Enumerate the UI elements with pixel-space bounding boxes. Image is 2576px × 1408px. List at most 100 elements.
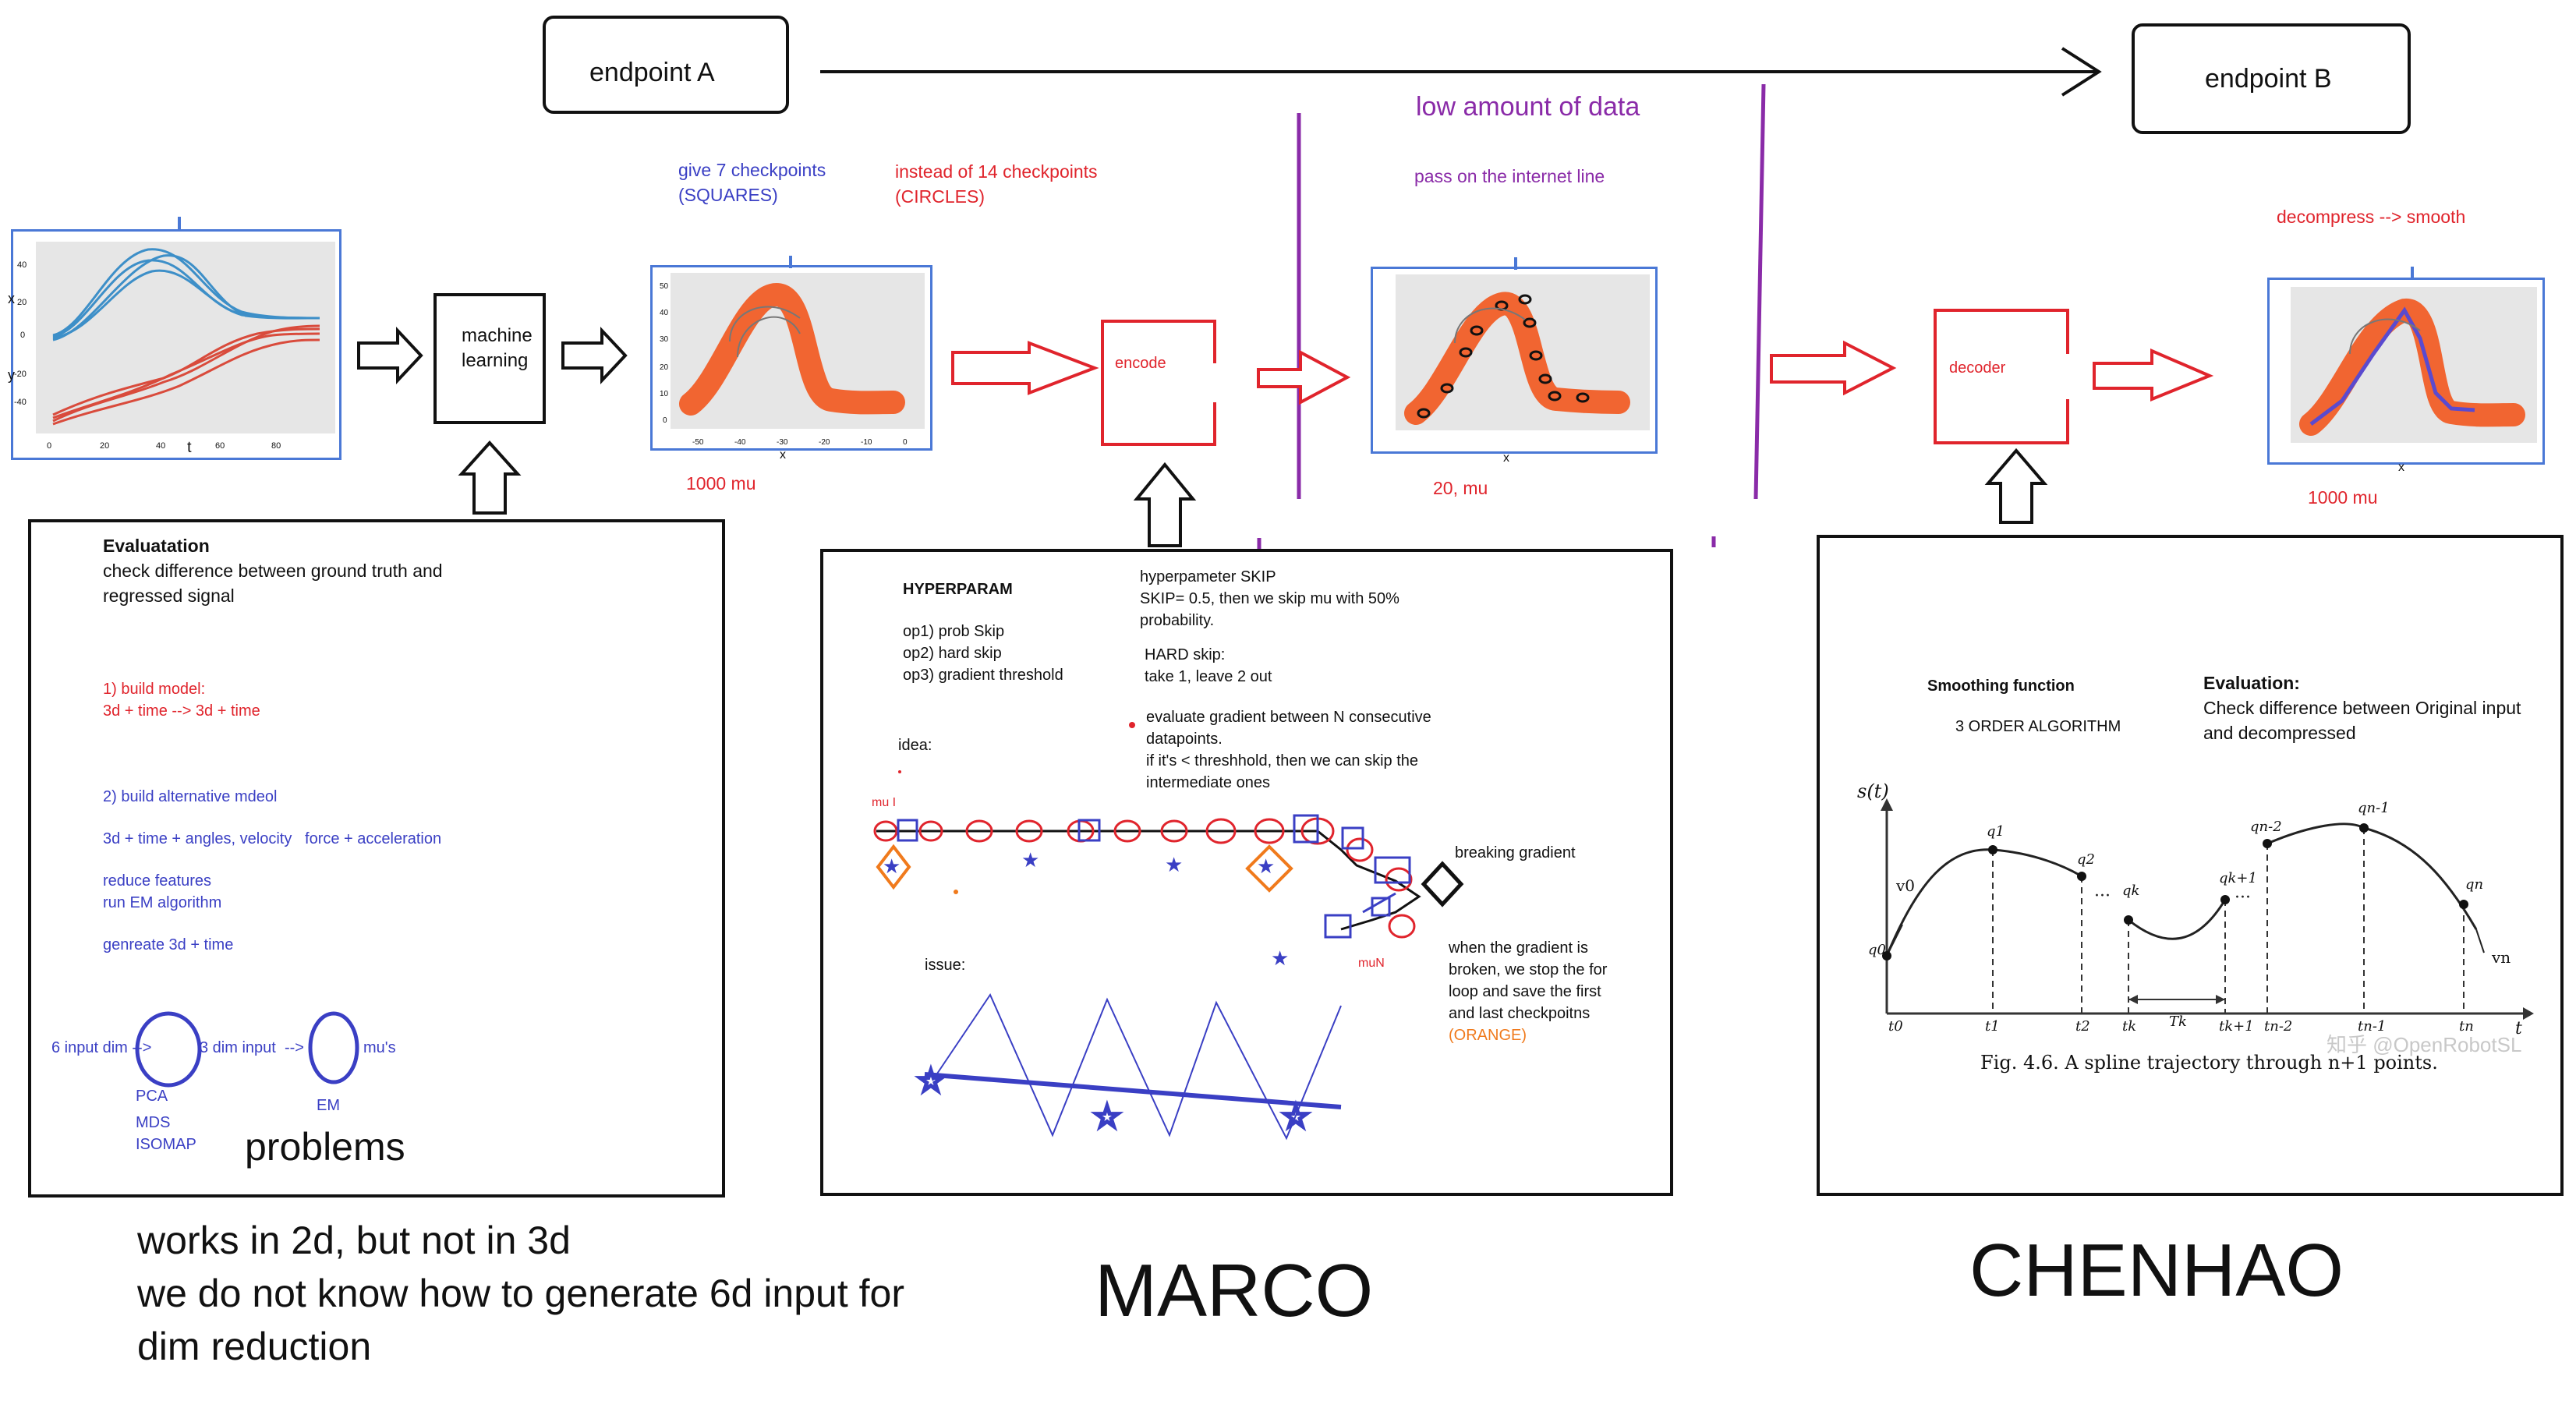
problem-note: we do not know how to generate 6d input … bbox=[137, 1272, 904, 1315]
input-plot-handle bbox=[178, 217, 181, 231]
eval-title: Evaluatation bbox=[103, 536, 210, 556]
spline-tick-label: tk+1 bbox=[2219, 1018, 2254, 1035]
em-label: EM bbox=[317, 1097, 340, 1114]
spline-tick-label: t2 bbox=[2075, 1018, 2090, 1035]
gradient-text: if it's < threshhold, then we can skip t… bbox=[1146, 752, 1419, 769]
endpoint-a-box bbox=[543, 16, 789, 114]
spline-caption: Fig. 4.6. A spline trajectory through n+… bbox=[1980, 1052, 2438, 1074]
spline-point-label: q2 bbox=[2077, 851, 2095, 868]
mus-text: mu's bbox=[363, 1039, 396, 1056]
decoder-label: decoder bbox=[1949, 359, 2006, 377]
input-plot-y2label: y bbox=[8, 367, 15, 383]
reduce-text: reduce features bbox=[103, 872, 211, 890]
spline-point-label: v0 bbox=[1896, 876, 1916, 895]
endpoint-b-label: endpoint B bbox=[2205, 64, 2332, 94]
generate-text: genreate 3d + time bbox=[103, 936, 234, 953]
gradient-text: evaluate gradient between N consecutive bbox=[1146, 709, 1431, 726]
mu-count-label: 1000 mu bbox=[686, 473, 756, 494]
traj-plot-xtick: -10 bbox=[861, 438, 872, 447]
problem-note: dim reduction bbox=[137, 1325, 372, 1368]
spline-axis-label: t bbox=[2515, 1019, 2522, 1038]
input3-text: 3 dim input --> bbox=[200, 1039, 304, 1056]
skip-text: probability. bbox=[1140, 612, 1215, 629]
trajectory-plot-encoded bbox=[1369, 265, 1658, 457]
endpoint-a-label: endpoint A bbox=[589, 58, 715, 87]
input-plot-ylabel: x bbox=[8, 291, 15, 306]
input-plot-ytick: 0 bbox=[20, 331, 26, 340]
traj-plot-xlabel: x bbox=[1503, 451, 1509, 465]
eval-title-right: Evaluation: bbox=[2203, 673, 2300, 693]
input-plot-xtick: 40 bbox=[156, 441, 166, 451]
spline-axis-label: s(t) bbox=[1857, 780, 1889, 802]
mu1-label: mu I bbox=[872, 796, 897, 809]
smoothing-panel bbox=[1817, 535, 2564, 1196]
hyperparam-title: HYPERPARAM bbox=[903, 581, 1013, 598]
muN-label: muN bbox=[1358, 957, 1385, 970]
input6-text: 6 input dim --> bbox=[51, 1039, 152, 1056]
broken-text: loop and save the first bbox=[1449, 983, 1601, 1000]
spline-tick-label: t0 bbox=[1888, 1018, 1903, 1035]
marco-label: MARCO bbox=[1095, 1249, 1374, 1332]
trajectory-plot-input bbox=[644, 264, 932, 455]
trajectory-plot-input-selection bbox=[650, 265, 932, 451]
hard-skip-text: HARD skip: bbox=[1145, 646, 1226, 663]
encode-label: encode bbox=[1115, 355, 1166, 372]
mu-count-label: 1000 mu bbox=[2308, 487, 2378, 508]
input-signal-plot bbox=[8, 226, 343, 460]
traj-plot-ytick: 40 bbox=[660, 309, 669, 317]
option-text: op1) prob Skip bbox=[903, 623, 1005, 640]
traj-plot-ytick: 10 bbox=[660, 390, 669, 398]
issue-label: issue: bbox=[925, 957, 966, 974]
spline-point-label: qn bbox=[2465, 876, 2484, 893]
spline-tick-label: t1 bbox=[1985, 1018, 2000, 1035]
instead-checkpoints-label: (CIRCLES) bbox=[895, 186, 985, 207]
traj-plot-ytick: 0 bbox=[663, 416, 667, 425]
option-text: op3) gradient threshold bbox=[903, 667, 1063, 684]
spline-point-label: q0 bbox=[1868, 942, 1886, 958]
decompress-label: decompress --> smooth bbox=[2277, 207, 2466, 227]
eval-text-right: and decompressed bbox=[2203, 723, 2356, 743]
traj-plot-xtick: -20 bbox=[819, 438, 830, 447]
build-model-text: 1) build model: bbox=[103, 681, 206, 698]
spline-point-label: qk+1 bbox=[2219, 870, 2257, 886]
low-data-label: low amount of data bbox=[1416, 92, 1640, 122]
give-checkpoints-label: give 7 checkpoints bbox=[678, 160, 826, 180]
encode-box bbox=[1101, 320, 1216, 446]
order-text: 3 ORDER ALGORITHM bbox=[1955, 718, 2121, 735]
build-model-text: 3d + time --> 3d + time bbox=[103, 702, 260, 720]
plot-handle bbox=[2411, 267, 2414, 279]
traj-plot-ytick: 50 bbox=[660, 282, 669, 291]
hard-skip-text: take 1, leave 2 out bbox=[1145, 668, 1272, 685]
broken-text: and last checkpoitns bbox=[1449, 1005, 1591, 1022]
plot-handle bbox=[1514, 257, 1517, 270]
broken-text: broken, we stop the for bbox=[1449, 961, 1608, 978]
input-plot-ytick: -40 bbox=[14, 398, 27, 407]
spline-point-label: qn-1 bbox=[2358, 800, 2390, 816]
problems-label: problems bbox=[245, 1125, 405, 1169]
eval-text: check difference between ground truth an… bbox=[103, 561, 443, 581]
endpoint-b-box bbox=[2132, 23, 2411, 134]
smoothing-title: Smoothing function bbox=[1927, 677, 2075, 695]
traj-plot-ytick: 30 bbox=[660, 335, 669, 344]
internet-line-label: pass on the internet line bbox=[1414, 166, 1605, 186]
mu-count-label: 20, mu bbox=[1433, 478, 1488, 498]
spline-point-label: qk bbox=[2122, 883, 2140, 899]
option-text: op2) hard skip bbox=[903, 645, 1002, 662]
skip-text: SKIP= 0.5, then we skip mu with 50% bbox=[1140, 590, 1399, 607]
trajectory-plot-decoded bbox=[2264, 276, 2545, 469]
problem-note: works in 2d, but not in 3d bbox=[137, 1219, 571, 1262]
input-plot-ytick: 20 bbox=[17, 298, 27, 307]
spline-point-label: vn bbox=[2492, 948, 2511, 967]
idea-label: idea: bbox=[898, 737, 932, 754]
input-plot-ytick: 40 bbox=[17, 260, 27, 270]
trajectory-plot-decoded-selection bbox=[2267, 278, 2545, 465]
spline-point-label: qn-2 bbox=[2250, 819, 2282, 835]
spline-watermark: 知乎 @OpenRobotSL bbox=[2327, 1033, 2522, 1056]
machine-learning-box bbox=[433, 293, 546, 424]
spline-tick-label: tn bbox=[2459, 1018, 2474, 1035]
spline-tick-label: tk bbox=[2122, 1018, 2137, 1035]
isomap-text: ISOMAP bbox=[136, 1136, 196, 1153]
decoder-box bbox=[1934, 309, 2069, 444]
input-plot-selection bbox=[11, 229, 341, 460]
traj-plot-ytick: 20 bbox=[660, 363, 669, 372]
